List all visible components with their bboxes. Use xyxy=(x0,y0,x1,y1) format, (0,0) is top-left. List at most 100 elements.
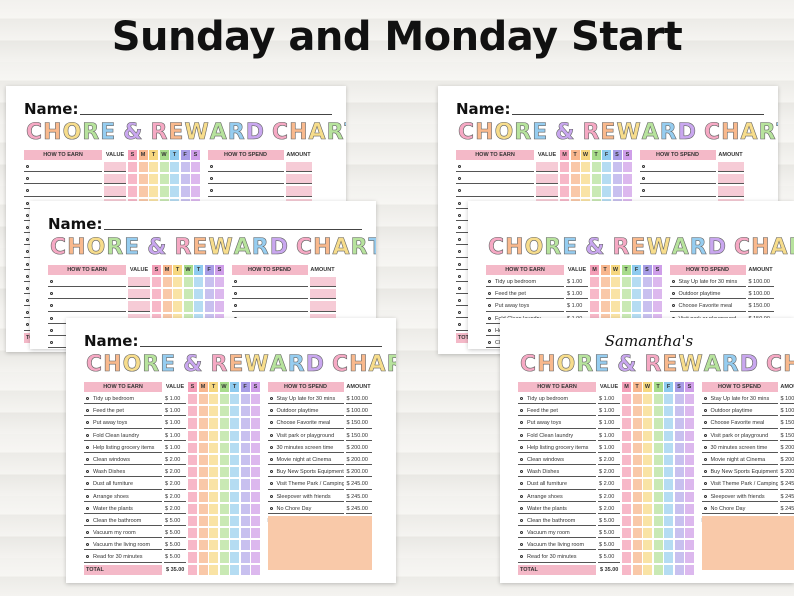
day-header: S xyxy=(128,150,137,160)
spend-item-row: No Chore Day xyxy=(701,504,778,514)
bullet-icon xyxy=(488,328,491,332)
amount-cell: $ 150.00 xyxy=(345,418,372,429)
checkbox-cell xyxy=(622,479,631,490)
value-cell: $ 2.00 xyxy=(164,455,186,466)
amount-cell: $ 100.00 xyxy=(779,406,794,417)
title-letter: R xyxy=(174,235,193,261)
checkbox-cell xyxy=(188,406,197,417)
bullet-icon xyxy=(233,280,237,284)
bullet-icon xyxy=(86,518,89,522)
amount-header: AMOUNT xyxy=(748,267,773,273)
checkbox-cell xyxy=(188,528,197,539)
spend-item-row: Visit Theme Park / Camping xyxy=(701,479,778,490)
checkbox-cell xyxy=(591,162,601,173)
spend-item-label: Sleepover with friends xyxy=(276,493,331,500)
day-header: T xyxy=(600,265,610,275)
checkbox-cell xyxy=(251,430,260,441)
day-header: S xyxy=(642,265,652,275)
amount-cell xyxy=(717,162,744,173)
checkbox-cell xyxy=(251,454,260,466)
checkbox-cell xyxy=(209,552,218,563)
checkbox-cell xyxy=(198,479,208,490)
day-header: T xyxy=(653,382,663,392)
checkbox-cell xyxy=(643,454,652,466)
checkbox-cell xyxy=(685,406,694,417)
title-letter: D xyxy=(305,352,325,378)
value-cell: $ 2.00 xyxy=(598,479,620,490)
spend-column: HOW TO SPEND Stay Up late for 30 mins Outd… xyxy=(267,382,344,575)
checkbox-cell xyxy=(653,277,662,288)
checkbox-cell xyxy=(198,394,208,405)
title-letter: A xyxy=(233,235,252,261)
chore-table: HOW TO EARN Tidy up bedroom Feed the pet Pu… xyxy=(518,382,794,575)
checkbox-cell xyxy=(251,491,260,502)
value-cell: $ 5.00 xyxy=(164,540,186,551)
spend-item-row xyxy=(639,162,716,173)
checkbox-cell xyxy=(664,406,673,417)
checkbox-cell xyxy=(623,186,632,197)
checkbox-cell xyxy=(643,467,652,478)
value-cell: $ 2.00 xyxy=(164,504,186,514)
bullet-icon xyxy=(520,397,523,401)
earn-task-row: Clean windows xyxy=(518,455,596,466)
title-letter: D xyxy=(269,235,289,261)
checkbox-cell xyxy=(183,289,193,300)
chart-title: CHORE & REWARD CHART xyxy=(458,120,778,146)
day-header: T xyxy=(209,382,218,392)
checkbox-cell xyxy=(612,162,622,173)
title-letter: W xyxy=(678,352,704,378)
checkbox-cell xyxy=(653,540,663,551)
checkbox-cell xyxy=(188,515,197,527)
value-cell: $ 5.00 xyxy=(598,528,620,539)
day-header: M xyxy=(622,382,631,392)
checkbox-cell xyxy=(643,418,652,429)
checkbox-cell xyxy=(643,406,652,417)
bullet-icon xyxy=(269,445,273,449)
earn-task-label: Clean windows xyxy=(93,456,130,463)
spend-item-label: Movie night at Cinema xyxy=(710,456,766,463)
checkbox-cell xyxy=(674,454,684,466)
checkbox-cell xyxy=(664,479,673,490)
title-letter: E xyxy=(228,352,245,378)
checkbox-cell xyxy=(653,301,662,312)
checkbox-cell xyxy=(209,394,218,405)
total-value: $ 35.00 xyxy=(600,566,619,573)
checkbox-cell xyxy=(653,503,663,514)
bullet-icon xyxy=(703,445,707,449)
value-cell: $ 2.00 xyxy=(598,492,620,502)
day-header: F xyxy=(602,150,611,160)
checkbox-cell xyxy=(188,491,197,502)
spend-item-label: Movie night at Cinema xyxy=(276,456,332,463)
spend-item-row xyxy=(231,289,308,300)
title-letter: H xyxy=(505,235,525,261)
title-letter: C xyxy=(295,235,314,261)
value-cell: $ 2.00 xyxy=(164,479,186,490)
checkbox-cell xyxy=(240,552,250,563)
value-cell: $ 2.00 xyxy=(164,467,186,478)
earn-task-row: Tidy up bedroom xyxy=(84,394,162,405)
amount-cell: $ 245.00 xyxy=(345,492,372,502)
bullet-icon xyxy=(26,177,29,181)
amount-cell: $ 200.00 xyxy=(345,455,372,466)
title-letter: R xyxy=(227,120,246,146)
title-letter: R xyxy=(386,352,396,378)
checkbox-cell xyxy=(653,418,663,429)
checkbox-cell xyxy=(209,491,218,502)
bullet-icon xyxy=(209,189,213,193)
checkbox-cell xyxy=(219,467,229,478)
day-column: T xyxy=(230,382,239,575)
checkbox-cell xyxy=(643,528,652,539)
checkbox-cell xyxy=(643,479,652,490)
earn-task-row: Water the plants xyxy=(84,504,162,514)
amount-cell xyxy=(309,289,336,300)
title-letter: C xyxy=(26,120,44,146)
checkbox-cell xyxy=(623,174,632,185)
checkbox-cell xyxy=(664,430,673,441)
title-letter: O xyxy=(122,352,143,378)
checkbox-cell xyxy=(664,540,673,551)
spend-item-row: Sleepover with friends xyxy=(701,492,778,502)
day-header: F xyxy=(632,265,641,275)
value-cell xyxy=(104,186,126,197)
day-total-cell xyxy=(219,564,229,575)
spend-item-label: Visit park or playground xyxy=(276,432,335,439)
